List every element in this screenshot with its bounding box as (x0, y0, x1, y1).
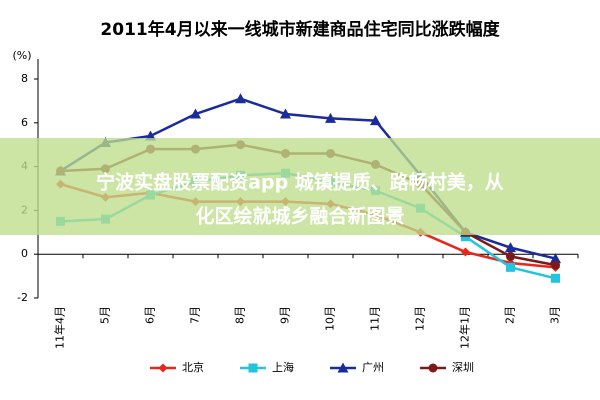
y-tick-label: 6 (21, 116, 28, 129)
point (145, 130, 156, 141)
point (325, 112, 336, 123)
x-tick-label: 8月 (234, 306, 247, 324)
point (248, 363, 258, 373)
point (370, 115, 381, 126)
x-tick-label: 6月 (144, 306, 157, 324)
x-tick-label: 9月 (279, 306, 292, 324)
legend-label: 上海 (272, 360, 294, 374)
point (505, 242, 516, 253)
point (428, 363, 438, 373)
y-tick-label: -2 (17, 291, 28, 304)
overlay-text: 宁波实盘股票配资app 城镇提质、路畅村美，从 (96, 171, 504, 194)
point (280, 108, 291, 119)
x-tick-label: 2月 (504, 306, 517, 324)
x-tick-label: 10月 (324, 306, 337, 331)
overlay-banner (0, 138, 600, 235)
point (158, 363, 168, 373)
point (461, 247, 470, 257)
x-tick-label: 5月 (99, 306, 112, 324)
overlay-text: 化区绘就城乡融合新图景 (195, 205, 404, 228)
chart-title: 2011年4月以来一线城市新建商品住宅同比涨跌幅度 (100, 19, 500, 40)
point (506, 262, 515, 272)
x-tick-label: 3月 (549, 306, 562, 324)
x-tick-label: 11年4月 (53, 306, 67, 349)
x-tick-label: 7月 (189, 306, 202, 324)
x-tick-label: 12年1月 (458, 306, 472, 349)
point (235, 93, 246, 104)
point (550, 253, 561, 264)
x-tick-label: 12月 (414, 306, 427, 331)
legend-label: 深圳 (452, 361, 474, 374)
y-axis-label: (%) (12, 49, 31, 62)
y-tick-label: 8 (21, 72, 28, 85)
point (337, 362, 349, 373)
point (190, 108, 201, 119)
point (551, 260, 560, 270)
x-tick-label: 11月 (369, 306, 382, 331)
y-tick-label: 0 (21, 247, 28, 260)
legend-label: 北京 (182, 360, 204, 374)
legend-label: 广州 (362, 361, 384, 374)
point (506, 251, 515, 261)
point (551, 273, 560, 283)
